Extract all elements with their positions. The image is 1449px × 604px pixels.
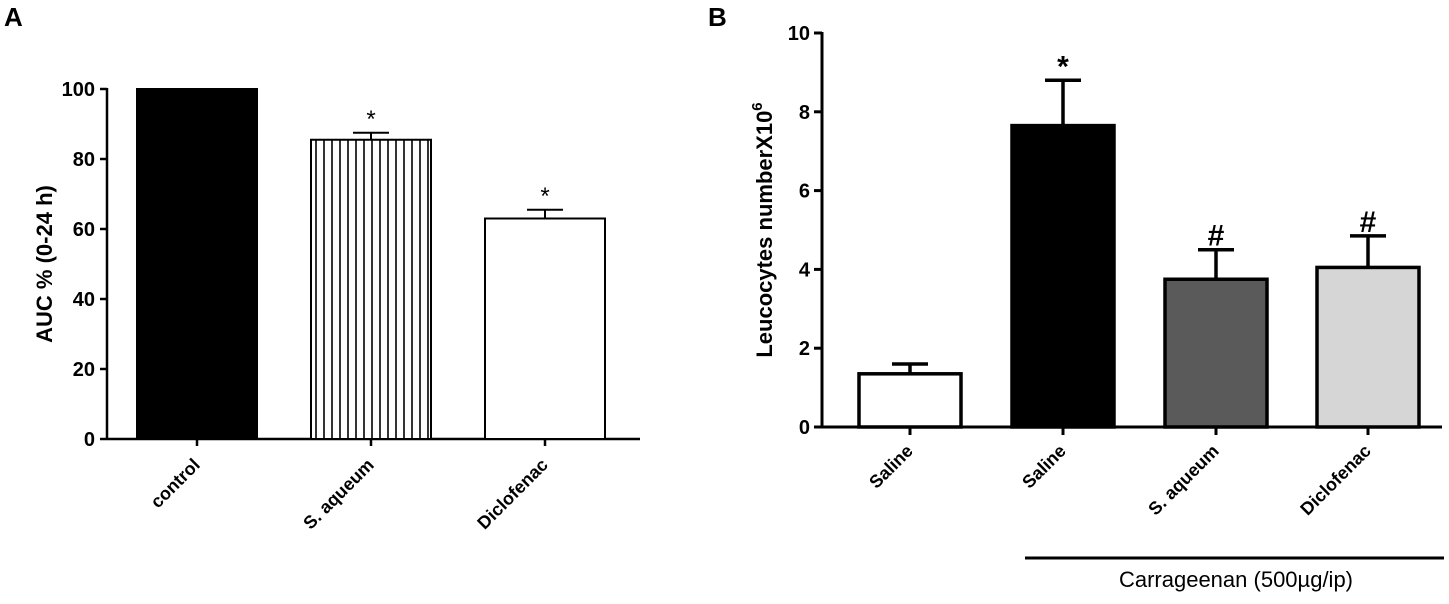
panel-b-y-tick-label: 10 [788, 23, 810, 45]
panel-b-y-axis-label-text: Leucocytes numberX10 [752, 111, 777, 358]
panel-a-chart: A AUC % (0-24 h) 0 20 40 60 80 100 control S. a… [4, 2, 640, 533]
panel-b-x-tick-label: Diclofenac [1296, 441, 1375, 520]
panel-b-bar-saline-0 [857, 372, 963, 429]
panel-b-x-tick-label: S. aqueum [1144, 441, 1223, 520]
panel-b-y-axis-label: Leucocytes numberX106 [749, 102, 777, 357]
panel-a-y-tick-label: 0 [84, 429, 95, 451]
panel-b-y-tick-label: 8 [799, 102, 810, 124]
panel-b-letter: B [708, 2, 727, 32]
panel-a-x-tick-label: Diclofenac [473, 455, 552, 534]
panel-b-y-tick-label: 2 [799, 338, 810, 360]
panel-a-y-tick-label: 20 [73, 359, 95, 381]
panel-a-significance-marker: * [366, 106, 375, 133]
panel-a-bars: ** [136, 88, 606, 440]
panel-a-y-axis-label: AUC % (0-24 h) [32, 185, 57, 343]
panel-a-significance-marker: * [540, 183, 549, 210]
panel-b-bar-saline-1 [1010, 123, 1116, 429]
panel-b-x-tick-label: Saline [1018, 441, 1070, 493]
panel-a-bar-diclofenac-2 [484, 217, 606, 440]
panel-b-y-axis-label-superscript: 6 [749, 102, 766, 110]
panel-a-bar-control-0 [136, 88, 258, 440]
panel-b-significance-marker: # [1208, 220, 1225, 253]
panel-b-bar-diclofenac-3 [1315, 265, 1421, 429]
panel-a-y-tick-label: 40 [73, 289, 95, 311]
panel-b-y-tick-label: 4 [799, 259, 811, 281]
panel-b-group-label: Carrageenan (500µg/ip) [1119, 567, 1353, 592]
panel-b-significance-marker: * [1057, 50, 1069, 83]
panel-a-letter: A [4, 2, 23, 32]
panel-a-y-tick-label: 100 [62, 79, 95, 101]
panel-a-y-tick-label: 60 [73, 219, 95, 241]
panel-b-y-tick-label: 0 [799, 417, 810, 439]
panel-a-x-tick-label: S. aqueum [299, 455, 378, 534]
panel-b-bar-s-aqueum-2 [1163, 277, 1269, 429]
panel-a-x-tick-label: control [147, 455, 204, 512]
panel-b-x-tick-label: Saline [865, 441, 917, 493]
panel-a-y-tick-label: 80 [73, 149, 95, 171]
panel-b-y-tick-label: 6 [799, 181, 810, 203]
panel-b-bars: * # # [857, 50, 1421, 429]
panel-a-bar-s-aqueum-1 [310, 138, 432, 440]
panel-b-significance-marker: # [1360, 206, 1377, 239]
